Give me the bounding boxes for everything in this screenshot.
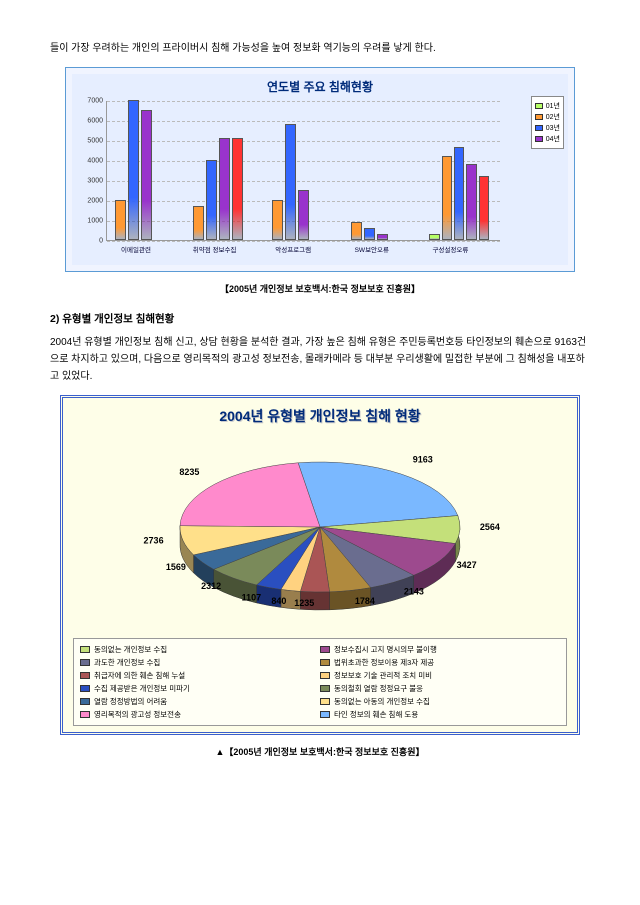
pie-chart-title: 2004년 유형별 개인정보 침해 현황 [73, 406, 567, 426]
pie-legend-label: 동의없는 개인정보 수집 [94, 644, 167, 655]
bar [442, 156, 452, 240]
legend-label: 03년 [546, 123, 560, 133]
pie-legend-label: 동의없는 아동의 개인정보 수집 [334, 696, 430, 707]
xtick: 이메일관련 [101, 244, 171, 254]
pie-label: 1107 [242, 592, 262, 602]
ytick: 7000 [77, 98, 103, 105]
pie-svg: 9163 2564 3427 2143 1784 1235 840 1107 2312 1569 2… [75, 432, 565, 632]
pie-label: 1235 [294, 598, 314, 608]
legend-label: 01년 [546, 101, 560, 111]
bar [454, 147, 464, 240]
xtick: 악성프로그램 [258, 244, 328, 254]
bar [298, 190, 309, 240]
bar [479, 176, 489, 240]
pie-legend-label: 타인 정보의 훼손 침해 도용 [334, 709, 418, 720]
bar [272, 200, 283, 240]
legend-label: 02년 [546, 112, 560, 122]
bar [232, 138, 243, 240]
ytick: 1000 [77, 218, 103, 225]
ytick: 3000 [77, 178, 103, 185]
intro-paragraph: 들이 가장 우려하는 개인의 프라이버시 침해 가능성을 높여 정보화 역기능의… [50, 40, 590, 57]
bar [193, 206, 204, 240]
pie-label: 1569 [166, 562, 186, 572]
legend-label: 04년 [546, 134, 560, 144]
pie-legend-label: 정보보호 기술 관리적 조치 미비 [334, 670, 432, 681]
pie-legend-label: 취급자에 의한 훼손 침해 누설 [94, 670, 185, 681]
pie-label: 2564 [480, 522, 500, 532]
pie-label: 8235 [179, 467, 199, 477]
pie-label: 1784 [355, 596, 375, 606]
pie-chart-caption: ▲【2005년 개인정보 보호백서:한국 정보보호 진흥원】 [50, 745, 590, 758]
xtick: SW보안오류 [337, 244, 407, 254]
pie-legend-label: 동의철회 열람 정정요구 불응 [334, 683, 423, 694]
pie-label: 840 [271, 596, 286, 606]
bar [351, 222, 362, 240]
bar [141, 110, 152, 240]
section-heading-2: 2) 유형별 개인정보 침해현황 [50, 311, 590, 326]
bar [115, 200, 126, 240]
bar [219, 138, 230, 240]
ytick: 6000 [77, 118, 103, 125]
ytick: 0 [77, 238, 103, 245]
pie-slice [298, 462, 458, 527]
bar [285, 124, 296, 240]
pie-label: 9163 [413, 455, 433, 465]
xtick: 구성설정오류 [415, 244, 485, 254]
bar-chart-caption: 【2005년 개인정보 보호백서:한국 정보보호 진흥원】 [50, 282, 590, 295]
bar-chart-container: 연도별 주요 침해현황 0100020003000400050006000700… [65, 67, 575, 272]
bar-plot-area: 01000200030004000500060007000이메일관련취약점 정보… [106, 101, 500, 241]
pie-label: 2736 [144, 536, 164, 546]
pie-chart-container: 2004년 유형별 개인정보 침해 현황 9163 2564 3427 2143 178… [60, 395, 580, 735]
bar [206, 160, 217, 240]
xtick: 취약점 정보수집 [180, 244, 250, 254]
pie-label: 2312 [201, 581, 221, 591]
section-2-paragraph: 2004년 유형별 개인정보 침해 신고, 상담 현황을 분석한 결과, 가장 … [50, 334, 590, 385]
ytick: 4000 [77, 158, 103, 165]
bar [364, 228, 375, 240]
pie-legend-label: 법위초과한 정보이용 제3자 제공 [334, 657, 434, 668]
pie-legend-label: 영리목적의 광고성 정보전송 [94, 709, 181, 720]
pie-label: 3427 [457, 560, 477, 570]
bar [466, 164, 476, 240]
bar [429, 234, 439, 240]
ytick: 5000 [77, 138, 103, 145]
bar-chart-title: 연도별 주요 침해현황 [80, 78, 560, 95]
pie-slice [180, 463, 320, 527]
pie-legend: 동의없는 개인정보 수집 정보수집시 고지 명시의무 불이행과도한 개인정보 수집… [73, 638, 567, 726]
pie-legend-label: 수집 제공받은 개인정보 미파기 [94, 683, 190, 694]
pie-legend-label: 정보수집시 고지 명시의무 불이행 [334, 644, 437, 655]
ytick: 2000 [77, 198, 103, 205]
bar [377, 234, 388, 240]
pie-legend-label: 과도한 개인정보 수집 [94, 657, 160, 668]
bar-legend: 01년02년03년04년 [531, 96, 564, 149]
pie-label: 2143 [404, 586, 424, 596]
pie-legend-label: 열람 정정방법의 어려움 [94, 696, 167, 707]
bar [128, 100, 139, 240]
